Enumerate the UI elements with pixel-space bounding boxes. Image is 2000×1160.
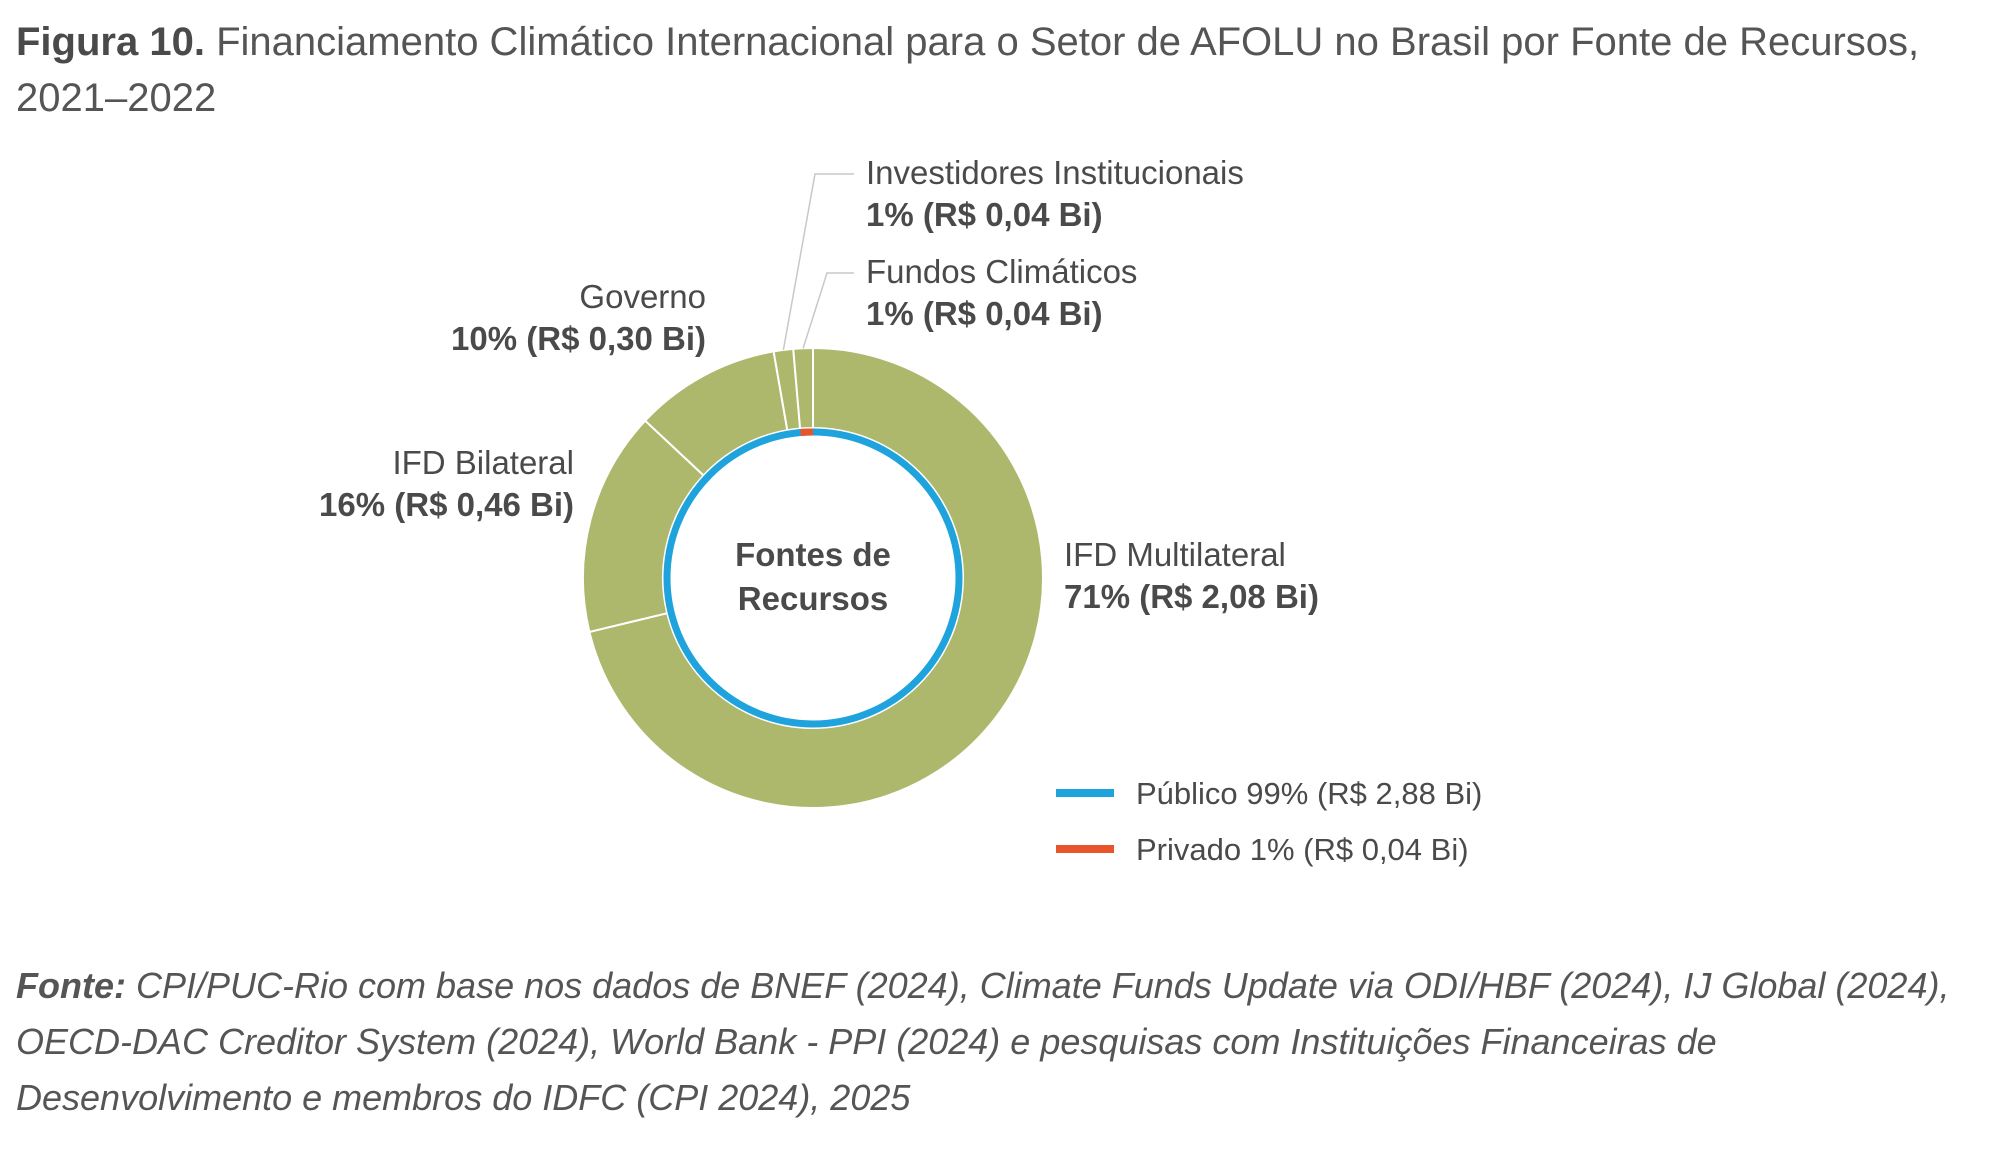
slice-value-investidores-institucionais: 1% (R$ 0,04 Bi) — [866, 196, 1103, 233]
figure-title: Financiamento Climático Internacional pa… — [16, 20, 1920, 120]
source-label: Fonte: — [16, 965, 126, 1006]
source-text: CPI/PUC-Rio com base nos dados de BNEF (… — [16, 965, 1950, 1118]
slice-name-governo: Governo — [579, 278, 706, 315]
source-note: Fonte: CPI/PUC-Rio com base nos dados de… — [16, 958, 1966, 1126]
slice-name-ifd-bilateral: IFD Bilateral — [392, 444, 574, 481]
center-label-line-2: Recursos — [738, 580, 888, 617]
slice-value-ifd-multilateral: 71% (R$ 2,08 Bi) — [1064, 578, 1319, 615]
slice-value-ifd-bilateral: 16% (R$ 0,46 Bi) — [319, 486, 574, 523]
donut-slice-fundos-climaticos — [792, 346, 814, 430]
figure-label: Figura 10. — [16, 20, 205, 64]
inner-ring-privado — [800, 428, 814, 437]
leader-line-investidores-institucionais — [782, 173, 854, 351]
donut-slice-ifd-multilateral — [588, 346, 1044, 809]
leader-line-fundos-climaticos — [802, 272, 854, 349]
slice-name-investidores-institucionais: Investidores Institucionais — [866, 154, 1244, 191]
center-label-line-1: Fontes de — [735, 536, 891, 573]
legend-label-privado: Privado 1% (R$ 0,04 Bi) — [1136, 832, 1469, 867]
inner-ring-publico — [663, 428, 963, 728]
slice-name-ifd-multilateral: IFD Multilateral — [1064, 536, 1286, 573]
slice-value-governo: 10% (R$ 0,30 Bi) — [451, 320, 706, 357]
slice-name-fundos-climaticos: Fundos Climáticos — [866, 253, 1137, 290]
legend-label-publico: Público 99% (R$ 2,88 Bi) — [1136, 776, 1482, 811]
slice-value-fundos-climaticos: 1% (R$ 0,04 Bi) — [866, 295, 1103, 332]
figure-caption: Figura 10. Financiamento Climático Inter… — [16, 14, 1966, 126]
